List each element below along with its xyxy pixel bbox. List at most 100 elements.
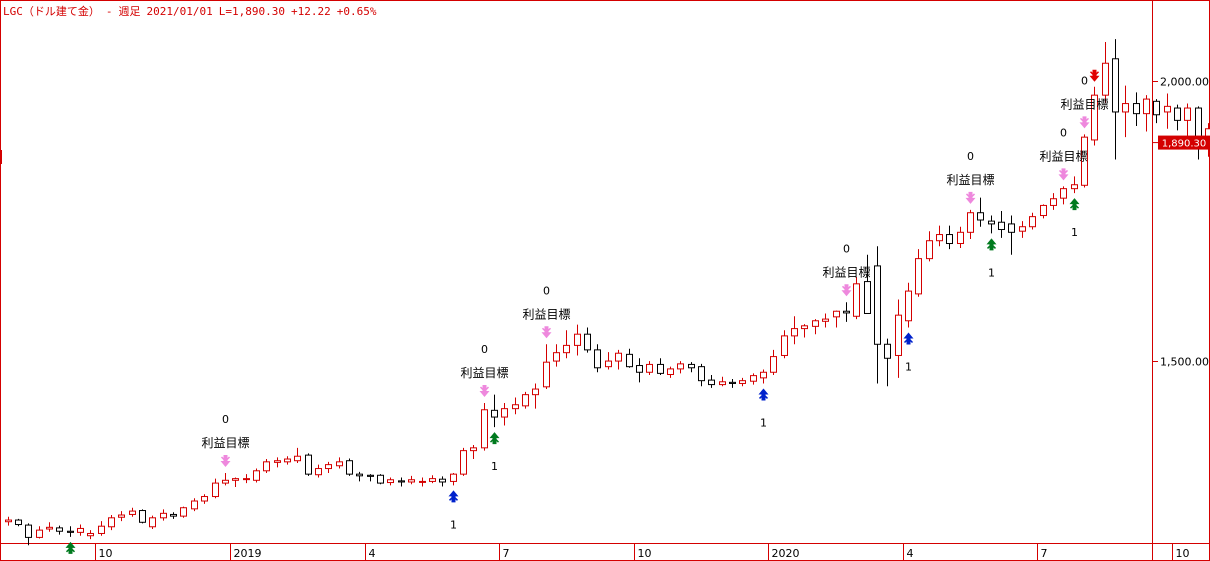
candle [750,373,757,385]
candle-body [232,478,239,481]
signal-target: 利益目標 0 [1060,74,1109,129]
candle-body [56,527,63,532]
candle [977,197,984,227]
candle [1040,204,1047,219]
candle [46,522,53,532]
candle-body [729,381,736,384]
candle [946,225,953,250]
candle [1122,85,1129,138]
candle-body [977,212,984,221]
candle-body [770,356,777,373]
signal-buy: 1 [65,541,76,554]
up-arrow-chevron [903,337,914,344]
candle [926,231,933,262]
candle [263,459,270,474]
candle-body [1040,204,1047,217]
up-arrow-chevron [65,546,76,553]
candle-body [760,371,767,379]
candle-body [336,461,343,467]
signal-buy: 1 [1069,198,1080,239]
candle-body [708,379,715,386]
candle-body [470,447,477,452]
candle [864,254,871,314]
candle-body [325,464,332,470]
candle-body [222,479,229,484]
candle [543,344,550,390]
candle [532,383,539,409]
candle-body [419,480,426,483]
candle [408,475,415,485]
profit-target-label: 利益目標 [946,173,994,187]
candle-body [501,408,508,418]
candle [294,447,301,463]
candle [594,344,601,373]
candle-series [5,39,1210,546]
candle [87,530,94,540]
signal-buy: 1 [758,388,769,429]
candle [1091,86,1098,146]
candle-body [998,221,1005,231]
candle-body [1008,223,1015,233]
last-price-box [1158,135,1210,150]
candle [708,375,715,388]
candle [25,523,32,546]
candle-body [698,366,705,382]
candle [387,477,394,486]
candle [915,249,922,297]
candle-body [1164,105,1171,113]
change-label: +12.22 [290,5,331,18]
candle [67,526,74,537]
candle [284,456,291,465]
candle-body [936,234,943,242]
candle [895,299,902,378]
header-separator: - [105,5,113,18]
candle [501,403,508,426]
candle-body [408,479,415,483]
candle [522,391,529,409]
signal-count: 1 [450,518,457,531]
candle [936,225,943,247]
candle [336,457,343,469]
candle [460,447,467,476]
down-arrow-chevron [220,456,231,463]
candle [512,397,519,415]
candle-body [5,519,12,523]
signal-count: 1 [905,360,912,373]
candle-body [67,530,74,533]
signal-target: 利益目標 0 [522,284,571,339]
candle-body [522,394,529,407]
candle [367,474,374,482]
candle-body [1029,216,1036,228]
profit-target-label: 利益目標 [201,436,249,450]
candle-body [253,470,260,481]
candle [688,362,695,373]
candle [605,352,612,370]
candle-body [636,365,643,373]
candle [1164,93,1171,129]
profit-target-label: 利益目標 [522,307,570,321]
candle [305,453,312,476]
candle [325,461,332,474]
candle [56,525,63,535]
candle-body [149,517,156,528]
candle [853,277,860,320]
axes: 1,500.002,000.00102019471020204710202141… [95,76,1210,561]
signal-target: 利益目標 0 [822,242,871,297]
candle [988,215,995,234]
candle [553,344,560,367]
candle [243,474,250,484]
candle [398,477,405,487]
candle-body [263,461,270,472]
candle-body [791,328,798,337]
candle [760,369,767,384]
x-tick-label: 10 [638,547,652,560]
candle [1195,106,1202,160]
candle-body [532,388,539,396]
symbol-label: LGC（ドル建て金） [3,5,100,18]
signal-buy: 1 [986,238,997,279]
candle [1102,41,1109,104]
candle-body [1133,103,1140,115]
candle [15,518,22,527]
